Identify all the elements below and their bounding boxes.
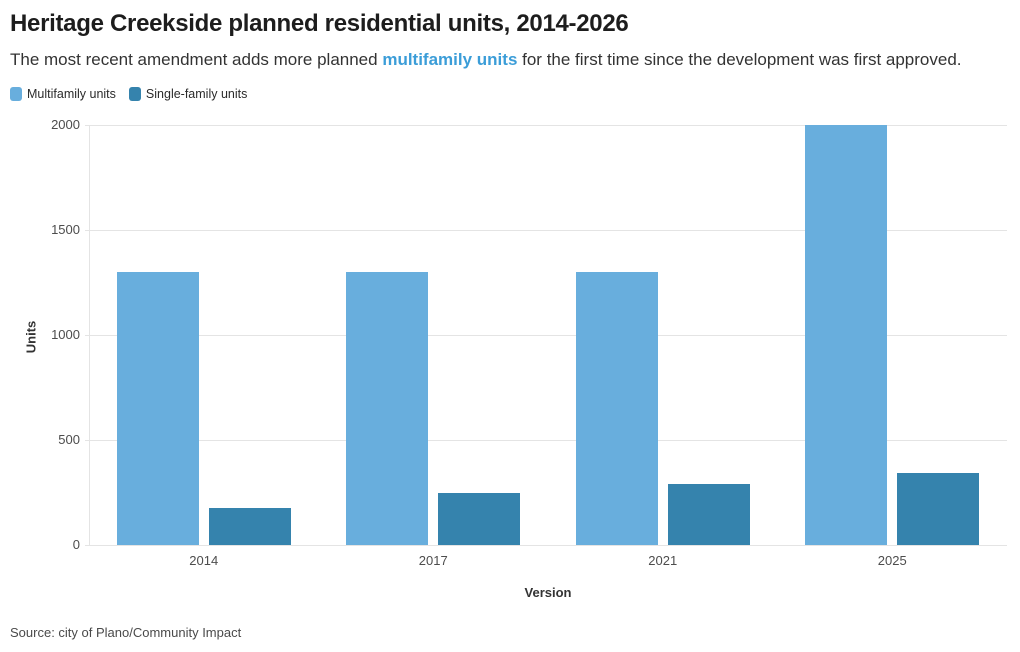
y-axis-tick-label: 1000 [51,327,80,342]
bar-multifamily-units-2021[interactable] [575,272,658,545]
legend-item: Multifamily units [10,87,116,101]
x-axis-title: Version [524,585,572,600]
bar-multifamily-units-2017[interactable] [346,272,429,545]
x-axis-tick-label: 2017 [418,553,448,568]
y-axis-tick-label: 500 [58,432,80,447]
y-axis-tick-label: 1500 [51,222,80,237]
subtitle-text: for the first time since the development… [517,50,962,69]
bar-multifamily-units-2025[interactable] [805,125,888,545]
bar-single-family-units-2025[interactable] [897,472,980,545]
gridline [85,545,1007,546]
y-axis-line [89,125,90,546]
legend-label: Multifamily units [27,87,116,101]
source-note: Source: city of Plano/Community Impact [10,625,242,640]
legend-label: Single-family units [145,87,248,101]
x-axis-tick-label: 2025 [877,553,907,568]
legend-item: Single-family units [128,87,248,101]
chart-title: Heritage Creekside planned residential u… [10,10,629,37]
y-axis-tick-label: 0 [72,537,80,552]
legend: Multifamily units Single-family units [10,87,247,101]
subtitle-text: The most recent amendment adds more plan… [10,50,383,69]
gridline [85,335,1007,336]
chart-subtitle: The most recent amendment adds more plan… [10,50,962,70]
gridline [85,440,1007,441]
x-axis-tick-label: 2014 [189,553,219,568]
gridline [85,125,1007,126]
bar-single-family-units-2014[interactable] [208,508,291,545]
legend-swatch [10,87,22,101]
y-axis-tick-label: 2000 [51,117,80,132]
subtitle-highlight: multifamily units [382,50,518,69]
bar-single-family-units-2021[interactable] [667,484,750,545]
legend-swatch [128,87,141,101]
bar-single-family-units-2017[interactable] [438,492,521,545]
gridline [85,230,1007,231]
bar-multifamily-units-2014[interactable] [116,272,199,545]
x-axis-tick-label: 2021 [648,553,678,568]
